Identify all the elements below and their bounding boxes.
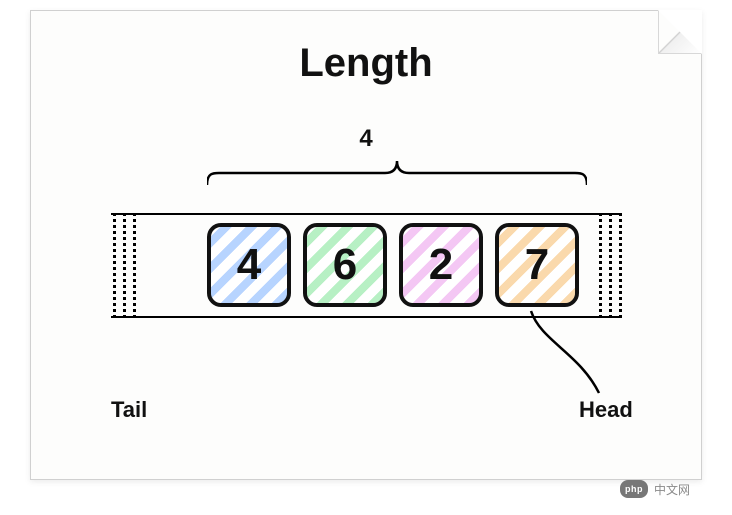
queue-item-value: 6 xyxy=(333,240,357,290)
watermark-logo: php xyxy=(620,480,648,498)
strip-dotted-edge xyxy=(609,213,612,318)
strip-dotted-edge xyxy=(133,213,136,318)
strip-dotted-edge xyxy=(123,213,126,318)
tail-arrow xyxy=(131,301,271,403)
queue-item: 6 xyxy=(303,223,387,307)
length-brace xyxy=(207,161,587,187)
diagram-title: Length xyxy=(31,41,701,86)
queue-item-value: 4 xyxy=(237,240,261,290)
paper-sheet: Length 4 Tail Head 4627 xyxy=(30,10,702,480)
queue-item: 2 xyxy=(399,223,483,307)
watermark-text: 中文网 xyxy=(654,481,690,498)
queue-item-value: 2 xyxy=(429,240,453,290)
queue-item: 7 xyxy=(495,223,579,307)
queue-item-value: 7 xyxy=(525,240,549,290)
strip-dotted-edge xyxy=(619,213,622,318)
queue-item: 4 xyxy=(207,223,291,307)
length-value: 4 xyxy=(31,125,701,153)
watermark: php 中文网 xyxy=(620,480,690,498)
strip-dotted-edge xyxy=(599,213,602,318)
strip-dotted-edge xyxy=(113,213,116,318)
